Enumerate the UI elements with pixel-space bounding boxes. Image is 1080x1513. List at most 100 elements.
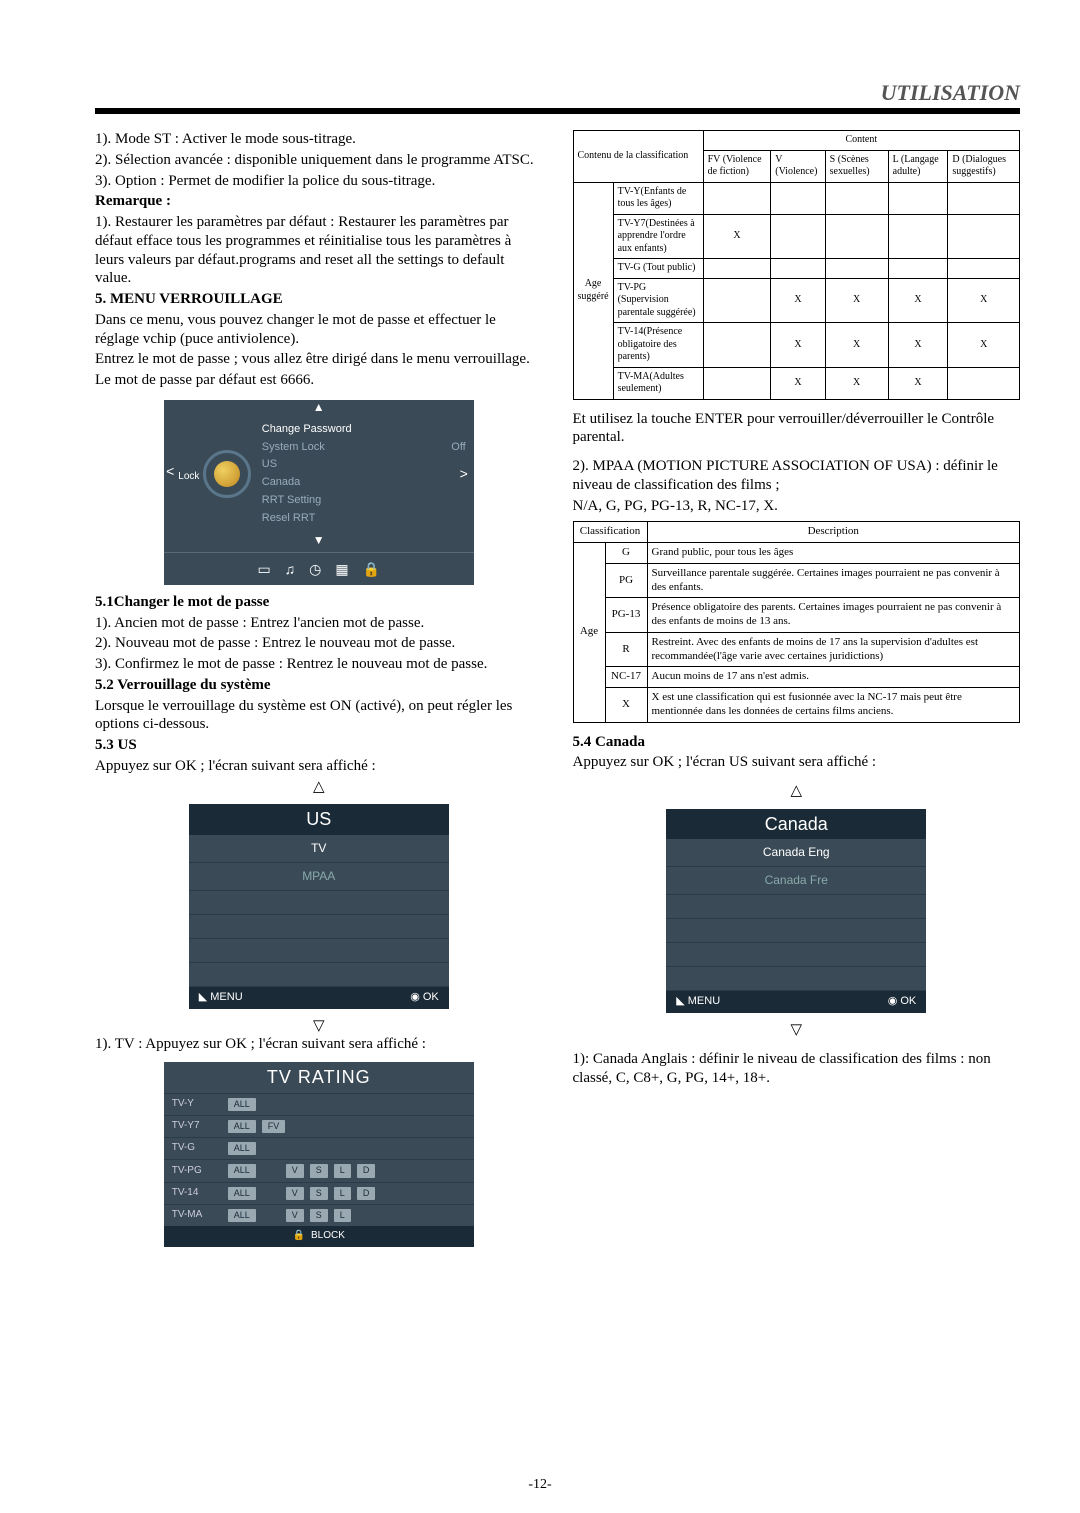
icon-bar: ▭ ♫ ◷ ▦ 🔒 [164, 552, 474, 585]
table-cell [888, 259, 948, 279]
table-cell: X [605, 688, 647, 723]
table-cell [771, 182, 825, 214]
table-cell [825, 259, 888, 279]
tv-rating-row: TV-Y7ALLFV [164, 1115, 474, 1137]
table-row: Age suggéréTV-Y(Enfants de tous les âges… [573, 182, 1020, 214]
page-header: UTILISATION [881, 80, 1020, 106]
table-cell: PG-13 [605, 598, 647, 633]
rating-label: TV-PG [172, 1165, 222, 1178]
menu-item: TV [189, 835, 449, 863]
table-row: TV-MA(Adultes seulement)XXX [573, 367, 1020, 399]
table-header: D (Dialogues suggestifs) [948, 150, 1020, 182]
menu-item: Canada [262, 476, 301, 490]
table-cell: TV-Y(Enfants de tous les âges) [613, 182, 703, 214]
rating-tag: L [334, 1187, 351, 1200]
clock-icon: ◷ [309, 561, 321, 579]
tv-rating-row: TV-14ALLVSLD [164, 1182, 474, 1204]
table-rowhead: Age [573, 543, 605, 723]
right-column: Contenu de la classification Content FV … [573, 130, 1021, 1255]
rating-label: TV-Y7 [172, 1120, 222, 1133]
menu-item: MPAA [189, 863, 449, 891]
table-cell: TV-MA(Adultes seulement) [613, 367, 703, 399]
text: 1). Ancien mot de passe : Entrez l'ancie… [95, 614, 543, 633]
ok-label: ◉ OK [888, 995, 917, 1009]
table-cell: X [825, 278, 888, 323]
table-row: TV-PG (Supervision parentale suggérée)XX… [573, 278, 1020, 323]
text: 1). Restaurer les paramètres par défaut … [95, 213, 543, 288]
text: 3). Option : Permet de modifier la polic… [95, 172, 543, 191]
music-icon: ♫ [285, 561, 296, 579]
tv-rating-menu: TV RATING TV-YALLTV-Y7ALLFVTV-GALLTV-PGA… [164, 1062, 474, 1247]
table-cell: Surveillance parentale suggérée. Certain… [647, 563, 1020, 598]
content-table: Contenu de la classification Content FV … [573, 130, 1021, 400]
table-cell: X [825, 323, 888, 368]
table-cell [771, 214, 825, 259]
table-cell [825, 214, 888, 259]
table-cell [948, 182, 1020, 214]
classification-table: Classification Description AgeGGrand pub… [573, 521, 1021, 722]
table-rowhead: Age suggéré [573, 182, 613, 399]
table-cell [703, 323, 771, 368]
table-header: Description [647, 522, 1020, 543]
table-header: L (Langage adulte) [888, 150, 948, 182]
table-cell [888, 182, 948, 214]
rating-tag: D [357, 1164, 376, 1177]
rating-tag: ALL [228, 1187, 256, 1200]
lock-menu: ▲ < Lock Change Password System LockOff … [164, 400, 474, 585]
table-cell: X est une classification qui est fusionn… [647, 688, 1020, 723]
section-title: 5.3 US [95, 736, 543, 755]
rating-tag: S [310, 1187, 328, 1200]
block-label: BLOCK [311, 1230, 345, 1243]
section-title: 5.2 Verrouillage du système [95, 676, 543, 695]
text: Appuyez sur OK ; l'écran US suivant sera… [573, 753, 1021, 772]
text: Le mot de passe par défaut est 6666. [95, 371, 543, 390]
table-row: TV-14(Présence obligatoire des parents)X… [573, 323, 1020, 368]
rating-tag: V [286, 1164, 304, 1177]
text: Et utilisez la touche ENTER pour verroui… [573, 410, 1021, 448]
menu-item: Canada Eng [666, 839, 926, 867]
text: Dans ce menu, vous pouvez changer le mot… [95, 311, 543, 349]
table-header: S (Scènes sexuelles) [825, 150, 888, 182]
table-cell: X [948, 323, 1020, 368]
tv-rating-row: TV-MAALLVSL [164, 1204, 474, 1226]
table-cell: X [948, 278, 1020, 323]
canada-menu: Canada Canada Eng Canada Fre ◣ MENU ◉ OK [666, 809, 926, 1013]
text: 1). Mode ST : Activer le mode sous-titra… [95, 130, 543, 149]
table-cell: X [771, 278, 825, 323]
rating-label: TV-14 [172, 1187, 222, 1200]
table-cell: X [703, 214, 771, 259]
menu-item: Resel RRT [262, 512, 316, 526]
table-cell: X [888, 323, 948, 368]
table-cell: Aucun moins de 17 ans n'est admis. [647, 667, 1020, 688]
table-row: PGSurveillance parentale suggérée. Certa… [573, 563, 1020, 598]
text: Appuyez sur OK ; l'écran suivant sera af… [95, 757, 543, 776]
us-menu-title: US [189, 804, 449, 835]
lock-icon [203, 450, 251, 498]
table-cell [948, 259, 1020, 279]
table-cell [703, 367, 771, 399]
table-header: V (Violence) [771, 150, 825, 182]
table-cell [703, 278, 771, 323]
text: 1). TV : Appuyez sur OK ; l'écran suivan… [95, 1035, 543, 1054]
table-cell: X [888, 278, 948, 323]
rating-label: TV-MA [172, 1209, 222, 1222]
ok-label: ◉ OK [410, 991, 439, 1005]
table-header: Content [703, 131, 1019, 151]
table-cell [703, 259, 771, 279]
table-cell [703, 182, 771, 214]
text: Entrez le mot de passe ; vous allez être… [95, 350, 543, 369]
text: 2). MPAA (MOTION PICTURE ASSOCIATION OF … [573, 457, 1021, 495]
page-number: -12- [528, 1477, 551, 1493]
text: 2). Nouveau mot de passe : Entrez le nou… [95, 634, 543, 653]
table-cell [888, 214, 948, 259]
table-cell: Présence obligatoire des parents. Certai… [647, 598, 1020, 633]
text: Lorsque le verrouillage du système est O… [95, 697, 543, 735]
table-cell: Restreint. Avec des enfants de moins de … [647, 632, 1020, 667]
table-cell: R [605, 632, 647, 667]
rating-tag: ALL [228, 1098, 256, 1111]
table-cell [948, 214, 1020, 259]
rating-label: TV-Y [172, 1098, 222, 1111]
menu-item: Change Password [262, 423, 352, 437]
table-cell: X [771, 323, 825, 368]
remark-title: Remarque : [95, 192, 543, 211]
